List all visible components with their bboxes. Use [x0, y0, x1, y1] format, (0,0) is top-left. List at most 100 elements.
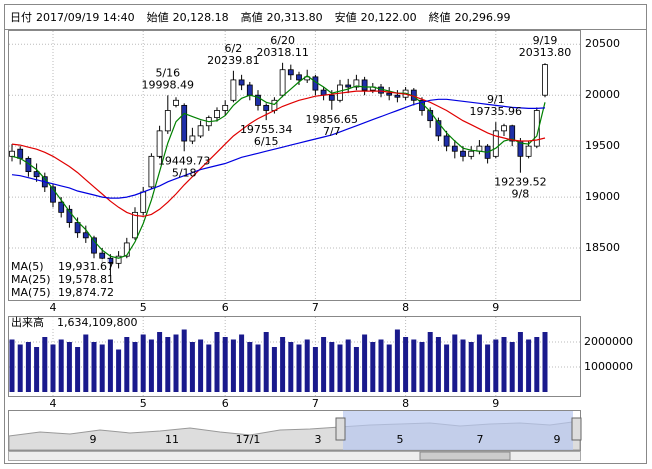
volume-bar	[198, 339, 204, 392]
volume-bar	[34, 347, 40, 392]
frame	[4, 4, 647, 464]
volume-bar	[403, 337, 409, 392]
x-tick-label: 8	[402, 397, 409, 410]
volume-bar	[116, 349, 122, 392]
candle-body	[66, 208, 73, 223]
candle-body	[50, 186, 56, 203]
y-tick-label: 20000	[585, 88, 620, 101]
volume-bar	[526, 339, 532, 392]
candle-body	[230, 79, 237, 101]
volume-bar	[534, 337, 540, 392]
price-pane	[8, 30, 581, 301]
header-label: 日付	[10, 11, 32, 24]
candle-body	[255, 94, 261, 106]
volume-title: 出来高	[11, 315, 44, 329]
candle-body	[140, 191, 147, 213]
annotation-date: 5/16	[155, 66, 180, 79]
navigator-handle[interactable]	[571, 417, 582, 441]
y-tick-label: 1000000	[584, 360, 633, 373]
header-value: 2017/09/19 14:40	[36, 11, 135, 24]
header-value: 20,128.18	[173, 11, 229, 24]
candle-body	[91, 237, 97, 254]
volume-bar	[444, 344, 450, 392]
scrollbar[interactable]	[8, 451, 581, 461]
volume-bar	[501, 337, 507, 392]
navigator-handle[interactable]	[335, 417, 346, 441]
volume-bar	[230, 339, 236, 392]
candle-body	[525, 145, 532, 157]
volume-bar	[50, 344, 56, 392]
volume-bar	[42, 337, 48, 392]
volume-bar	[476, 334, 482, 392]
volume-bar	[132, 342, 138, 392]
volume-bar	[206, 344, 212, 392]
volume-bar	[542, 332, 548, 392]
volume-bar	[296, 344, 302, 392]
volume-bar	[181, 329, 187, 392]
volume-bar	[83, 334, 89, 392]
annotation-value: 19735.96	[470, 105, 523, 118]
candle-body	[533, 110, 540, 147]
candle-body	[492, 130, 499, 157]
ma-line	[11, 90, 546, 218]
navigator-label: 3	[315, 433, 322, 446]
x-tick-label: 9	[492, 397, 499, 410]
candle-body	[296, 74, 302, 81]
volume-bar	[345, 339, 351, 392]
x-tick-label: 8	[402, 301, 409, 314]
annotation-value: 20313.80	[519, 46, 572, 59]
volume-bar	[321, 337, 327, 392]
annotation-date: 5/18	[172, 166, 197, 179]
annotation-value: 20318.11	[256, 46, 309, 59]
scrollbar-thumb[interactable]	[419, 451, 511, 461]
x-tick-label: 5	[140, 301, 147, 314]
candle-body	[197, 125, 204, 137]
annotation-value: 19856.65	[306, 113, 359, 126]
candle-body	[246, 84, 253, 96]
ma-line	[11, 75, 546, 259]
candle-body	[58, 201, 65, 213]
annotation-date: 7/7	[323, 125, 341, 138]
header-label: 高値	[241, 10, 263, 24]
candle-body	[460, 150, 466, 157]
candle-body	[74, 222, 81, 234]
volume-bar	[485, 344, 491, 392]
volume-bar	[493, 339, 499, 392]
y-tick-label: 20500	[585, 37, 620, 50]
navigator-label: 9	[90, 433, 97, 446]
volume-value: 1,634,109,800	[57, 316, 137, 329]
volume-bar	[165, 337, 171, 392]
x-tick-label: 4	[50, 301, 57, 314]
volume-bar	[329, 342, 335, 392]
candle-body	[435, 120, 442, 137]
candle-body	[99, 252, 106, 259]
y-tick-label: 19000	[585, 190, 620, 203]
x-tick-label: 4	[50, 397, 57, 410]
volume-bar	[419, 342, 425, 392]
volume-bar	[394, 329, 400, 392]
volume-bar	[337, 344, 343, 392]
volume-bar	[411, 339, 417, 392]
y-tick-label: 2000000	[584, 335, 633, 348]
volume-bar	[312, 347, 318, 392]
annotation-date: 9/8	[512, 188, 530, 201]
candle-body	[9, 150, 15, 157]
volume-bar	[214, 332, 220, 392]
volume-bar	[239, 334, 245, 392]
legend-label: MA(25)	[11, 273, 51, 286]
candle-body	[501, 125, 507, 132]
x-tick-label: 7	[312, 301, 319, 314]
volume-bar	[25, 342, 31, 392]
x-tick-label: 9	[492, 301, 499, 314]
volume-bar	[148, 339, 154, 392]
x-tick-label: 7	[312, 397, 319, 410]
volume-bar	[435, 337, 441, 392]
candle-body	[115, 255, 122, 264]
candle-body	[263, 104, 270, 111]
annotation-date: 6/15	[254, 135, 279, 148]
navigator-selection[interactable]	[343, 411, 573, 450]
volume-bar	[173, 334, 179, 392]
volume-bar	[58, 339, 64, 392]
candle-body	[33, 171, 40, 178]
header-label: 始値	[147, 10, 169, 24]
